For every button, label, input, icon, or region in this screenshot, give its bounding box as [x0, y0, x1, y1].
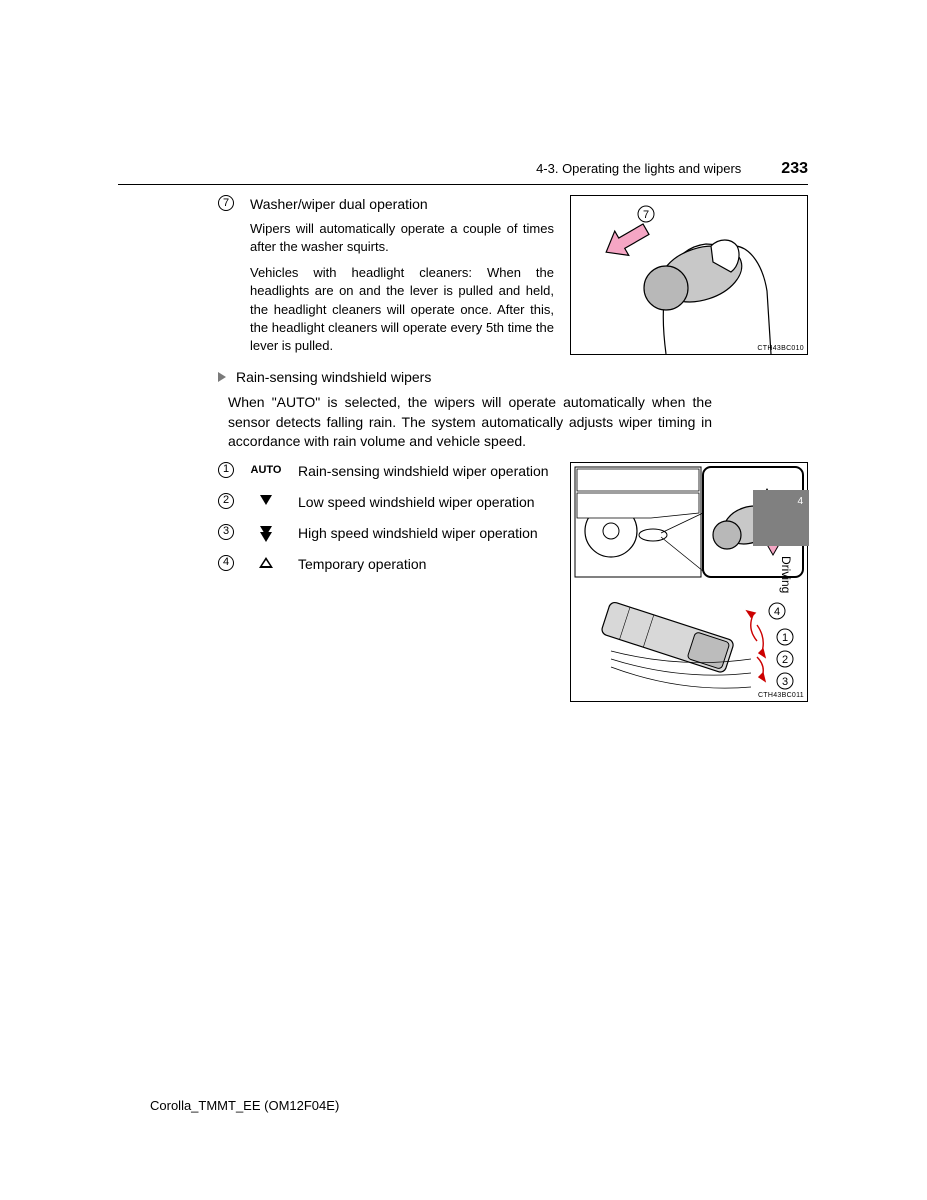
page-header: 4-3. Operating the lights and wipers 233 [118, 160, 808, 185]
chapter-tab-num: 4 [797, 496, 803, 507]
subsection-title: Rain-sensing windshield wipers [236, 369, 431, 385]
footer-text: Corolla_TMMT_EE (OM12F04E) [150, 1098, 339, 1113]
step-2-text: Low speed windshield wiper operation [298, 493, 556, 512]
step-7-p2: Vehicles with headlight cleaners: When t… [250, 264, 554, 355]
step-3-text: High speed windshield wiper operation [298, 524, 556, 543]
section-title: 4-3. Operating the lights and wipers [536, 161, 741, 176]
chapter-tab: 4 [753, 490, 809, 546]
step-7-title: Washer/wiper dual operation [250, 195, 554, 214]
figure-2-code: CTH43BC011 [758, 692, 804, 699]
svg-text:2: 2 [782, 654, 788, 666]
figure-1: 7 CTH43BC010 [570, 195, 808, 355]
subsection-bullet-icon [218, 372, 226, 382]
step-4-number: 4 [218, 555, 234, 571]
subsection-body: When "AUTO" is selected, the wipers will… [118, 393, 808, 452]
step-4-text: Temporary operation [298, 555, 556, 574]
mode-list: 1 AUTO Rain-sensing wind­shield wiper op… [218, 462, 556, 702]
step-7-number: 7 [218, 195, 234, 211]
step-7-p1: Wipers will automatically operate a coup… [250, 220, 554, 256]
svg-text:7: 7 [643, 209, 649, 221]
page-number: 233 [781, 160, 808, 178]
temporary-icon [259, 557, 273, 568]
chapter-label: Driving [779, 556, 793, 593]
auto-symbol: AUTO [251, 464, 282, 476]
high-speed-icon [260, 526, 272, 542]
step-2-number: 2 [218, 493, 234, 509]
low-speed-icon [260, 495, 272, 505]
svg-text:1: 1 [782, 632, 788, 644]
svg-text:4: 4 [774, 606, 780, 618]
step-3-number: 3 [218, 524, 234, 540]
svg-text:3: 3 [782, 676, 788, 688]
step-1-number: 1 [218, 462, 234, 478]
step-1-text: Rain-sensing wind­shield wiper operation [298, 462, 556, 481]
figure-1-code: CTH43BC010 [757, 345, 804, 352]
